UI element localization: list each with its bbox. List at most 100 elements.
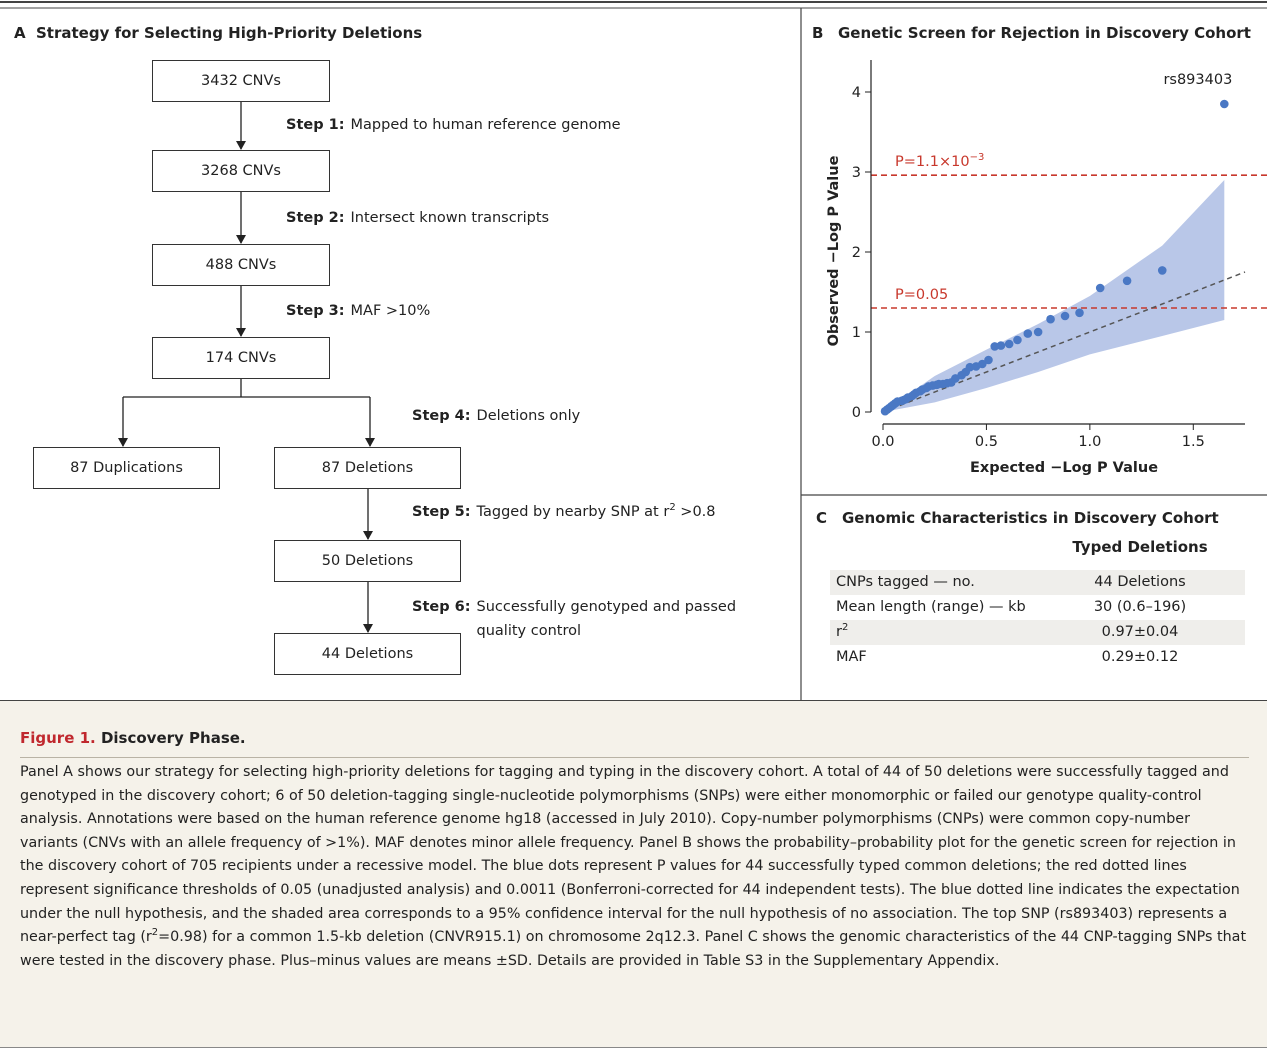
step-number: Step 6: bbox=[412, 599, 471, 615]
y-tick-label: 0 bbox=[852, 405, 861, 421]
chart: P=1.1×10−3 P=0.05 rs893403 0 1 2 3 4 0.0 0.5 1.0 1.… bbox=[826, 60, 1267, 476]
data-point bbox=[1122, 276, 1132, 286]
flow-arrows bbox=[118, 102, 375, 633]
text: >0.8 bbox=[675, 504, 716, 520]
flow-node: 87 Duplications bbox=[33, 447, 220, 489]
data-point bbox=[880, 406, 890, 416]
text: CNPs tagged — no. bbox=[836, 574, 975, 590]
flow-node: 3268 CNVs bbox=[152, 150, 330, 192]
data-point bbox=[1004, 339, 1014, 349]
null-line bbox=[882, 271, 1246, 413]
step-label: Step 1: Mapped to human reference genome bbox=[286, 113, 636, 137]
flow-node: 87 Deletions bbox=[274, 447, 461, 489]
caption-title: Figure 1. Discovery Phase. bbox=[20, 729, 246, 747]
flow-node: 50 Deletions bbox=[274, 540, 461, 582]
y-tick-label: 2 bbox=[852, 245, 861, 261]
superscript: 2 bbox=[669, 502, 676, 514]
step-label: Step 6: Successfully genotyped and passed… bbox=[412, 595, 762, 643]
row-value: 0.29±0.12 bbox=[1101, 649, 1179, 665]
row-label: r2 bbox=[836, 620, 848, 645]
table-row: CNPs tagged — no. 44 Deletions bbox=[830, 570, 1245, 595]
text: P=0.05 bbox=[895, 287, 948, 303]
text: r bbox=[836, 624, 842, 640]
x-axis-title: Expected −Log P Value bbox=[970, 460, 1158, 476]
step-number: Step 3: bbox=[286, 303, 345, 319]
table-row: r2 0.97±0.04 bbox=[830, 620, 1245, 645]
flow-node: 174 CNVs bbox=[152, 337, 330, 379]
figure-title: Discovery Phase. bbox=[100, 729, 246, 747]
row-value: 0.97±0.04 bbox=[1101, 624, 1179, 640]
step-text: Tagged by nearby SNP at r2 >0.8 bbox=[477, 500, 716, 524]
y-axis-title: Observed −Log P Value bbox=[826, 155, 842, 346]
x-tick-label: 1.0 bbox=[1078, 434, 1101, 450]
panel-label: B bbox=[812, 24, 824, 42]
superscript: 2 bbox=[151, 927, 159, 939]
text: Tagged by nearby SNP at r bbox=[476, 504, 670, 520]
figure-label: Figure 1. bbox=[20, 729, 96, 747]
text: Intersect known transcripts bbox=[350, 210, 550, 226]
step-label: Step 5: Tagged by nearby SNP at r2 >0.8 bbox=[412, 500, 762, 524]
data-point bbox=[1033, 327, 1043, 337]
x-tick-label: 0.5 bbox=[975, 434, 998, 450]
row-value: 30 (0.6–196) bbox=[1093, 599, 1187, 615]
step-number: Step 4: bbox=[412, 408, 471, 424]
text: Panel A shows our strategy for selecting… bbox=[20, 764, 1240, 946]
text: Mean length (range) — kb bbox=[836, 599, 1026, 615]
panel-label: C bbox=[816, 509, 828, 527]
superscript: 2 bbox=[841, 622, 849, 634]
threshold-label: P=0.05 bbox=[895, 287, 948, 303]
x-tick-label: 1.5 bbox=[1182, 434, 1205, 450]
table-row: Mean length (range) — kb 30 (0.6–196) bbox=[830, 595, 1245, 620]
panel-label: A bbox=[14, 24, 26, 42]
row-value: 44 Deletions bbox=[1094, 574, 1186, 590]
caption: Figure 1. Discovery Phase. Panel A shows… bbox=[0, 700, 1267, 1048]
y-tick-label: 3 bbox=[852, 165, 861, 181]
flow-node: 3432 CNVs bbox=[152, 60, 330, 102]
step-number: Step 1: bbox=[286, 117, 345, 133]
step-text: Deletions only bbox=[477, 404, 581, 428]
step-text: Successfully genotyped and passed qualit… bbox=[477, 595, 762, 643]
text: P=1.1×10 bbox=[895, 154, 970, 170]
step-text: Intersect known transcripts bbox=[351, 206, 550, 230]
row-label: CNPs tagged — no. bbox=[836, 570, 975, 595]
column-header: Typed Deletions bbox=[1072, 538, 1208, 556]
panel-title: Strategy for Selecting High-Priority Del… bbox=[36, 24, 423, 42]
step-label: Step 4: Deletions only bbox=[412, 404, 762, 428]
superscript: −3 bbox=[970, 152, 985, 163]
text: Mapped to human reference genome bbox=[350, 117, 621, 133]
data-point bbox=[1157, 266, 1167, 275]
panel-title: Genetic Screen for Rejection in Discover… bbox=[838, 24, 1251, 42]
text: =0.98) for a common 1.5-kb deletion (CNV… bbox=[20, 929, 1247, 969]
table-row: MAF 0.29±0.12 bbox=[830, 645, 1245, 670]
data-point bbox=[1220, 99, 1229, 109]
step-label: Step 2: Intersect known transcripts bbox=[286, 206, 636, 230]
y-tick-label: 1 bbox=[852, 325, 861, 341]
step-label: Step 3: MAF >10% bbox=[286, 299, 636, 323]
threshold-label: P=1.1×10−3 bbox=[895, 152, 984, 170]
data-point bbox=[984, 355, 993, 365]
step-number: Step 2: bbox=[286, 210, 345, 226]
text: MAF >10% bbox=[350, 303, 431, 319]
flow-node: 44 Deletions bbox=[274, 633, 461, 675]
text: Successfully genotyped and passed qualit… bbox=[476, 599, 737, 639]
data-point bbox=[1046, 314, 1055, 324]
data-point bbox=[1095, 283, 1105, 293]
data-point bbox=[1060, 311, 1070, 321]
flow-node: 488 CNVs bbox=[152, 244, 330, 286]
data-point bbox=[1023, 329, 1033, 338]
x-tick-label: 0.0 bbox=[871, 434, 894, 450]
step-number: Step 5: bbox=[412, 504, 471, 520]
caption-body: Panel A shows our strategy for selecting… bbox=[20, 761, 1250, 973]
data-point bbox=[990, 342, 1000, 351]
caption-rule bbox=[20, 757, 1249, 758]
step-text: Mapped to human reference genome bbox=[351, 113, 621, 137]
step-text: MAF >10% bbox=[351, 299, 431, 323]
y-tick-label: 4 bbox=[852, 85, 861, 101]
point-annotation: rs893403 bbox=[1163, 72, 1232, 88]
data-point bbox=[1013, 335, 1022, 345]
data-point bbox=[1075, 308, 1084, 318]
row-label: Mean length (range) — kb bbox=[836, 595, 1026, 620]
row-label: MAF bbox=[836, 645, 867, 670]
